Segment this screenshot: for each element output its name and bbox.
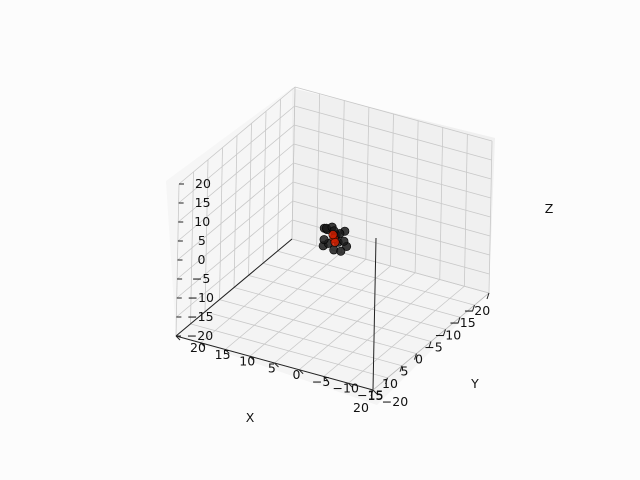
grid-line — [294, 124, 492, 180]
x-tick — [414, 353, 417, 360]
grid-line — [177, 162, 294, 261]
x-tick — [370, 389, 374, 397]
y-tick-label: 0 — [293, 367, 301, 382]
z-tick-label: −15 — [187, 309, 213, 324]
grid-line — [224, 252, 342, 350]
grid-line — [178, 86, 296, 185]
z-axis-label: Z — [545, 201, 554, 216]
x-tick — [385, 377, 388, 385]
data-point — [339, 236, 349, 246]
data-point — [319, 235, 329, 245]
grid-line — [294, 105, 492, 161]
y-tick-label: 15 — [215, 347, 231, 362]
grid-line — [177, 143, 295, 242]
grid-line — [365, 107, 370, 260]
data-point — [336, 246, 346, 256]
floor-pane — [176, 239, 489, 405]
y-tick — [274, 362, 279, 368]
y-axis-line — [175, 238, 293, 337]
y-tick-label: 20 — [190, 340, 206, 355]
y-tick-label: 10 — [239, 354, 255, 369]
x-tick-label: 20 — [353, 400, 369, 415]
grid-line — [219, 147, 223, 300]
y-tick — [200, 342, 205, 348]
x-tick — [457, 317, 461, 324]
y-tick-label: 5 — [268, 360, 276, 375]
y-tick — [224, 349, 230, 354]
y-tick-label: −20 — [382, 394, 408, 409]
grid-line — [249, 258, 367, 357]
z-tick-label: 5 — [198, 233, 206, 248]
grid-line — [340, 100, 345, 253]
grid-line — [190, 171, 194, 324]
y-tick — [348, 382, 353, 388]
grid-line — [204, 159, 209, 312]
grid-line — [293, 143, 491, 199]
x-tick-label: 10 — [382, 376, 398, 391]
y-tick-label: −15 — [357, 387, 383, 402]
z-tick-label: 10 — [194, 214, 210, 229]
z-tick-label: 20 — [195, 176, 211, 191]
y-tick — [298, 369, 304, 375]
x-tick-label: 15 — [368, 388, 384, 403]
z-tick-label: −5 — [192, 271, 210, 286]
x-tick — [428, 341, 432, 348]
grid-line — [204, 311, 403, 367]
x-tick — [486, 292, 490, 300]
y-tick-label: −5 — [312, 374, 330, 389]
y-tick — [175, 335, 181, 341]
x-tick — [443, 329, 446, 336]
tick-labels: −20−20−20−15−15−15−10−10−10−5−5−50005551… — [187, 176, 490, 415]
grid-line — [291, 86, 296, 240]
z-tick-label: −20 — [187, 328, 213, 343]
x-tick-label: −15 — [449, 315, 475, 330]
axis-lines — [175, 237, 490, 391]
y-tick — [323, 376, 329, 381]
z-axis-line — [372, 237, 377, 391]
data-point — [330, 237, 340, 247]
y-tick — [372, 389, 378, 395]
x-tick-label: −5 — [424, 339, 442, 354]
grid-line — [190, 323, 388, 379]
back-pane-x — [166, 88, 292, 336]
z-tick-label: −10 — [188, 290, 214, 305]
data-point — [328, 230, 338, 240]
grid-line — [177, 124, 295, 223]
x-tick-label: −10 — [435, 327, 461, 342]
y-tick-label: −10 — [333, 381, 359, 396]
grid-line — [178, 105, 295, 204]
z-tick-label: 15 — [195, 195, 211, 210]
x-tick-label: 0 — [415, 352, 423, 367]
data-points — [318, 222, 352, 256]
x-tick-label: −20 — [464, 303, 490, 318]
grid-line — [294, 86, 493, 142]
grid-line — [293, 162, 491, 218]
tick-marks — [175, 183, 490, 397]
x-tick-label: 5 — [401, 364, 409, 379]
y-axis-label: Y — [470, 376, 479, 391]
z-tick-label: 0 — [198, 252, 206, 267]
grid-line — [219, 299, 417, 355]
grid-line — [200, 245, 317, 344]
y-tick — [249, 355, 255, 361]
x-axis-label: X — [246, 410, 255, 425]
grid-line — [316, 93, 321, 246]
x-tick — [399, 365, 403, 372]
grid-line — [274, 265, 391, 364]
x-tick — [472, 304, 475, 312]
